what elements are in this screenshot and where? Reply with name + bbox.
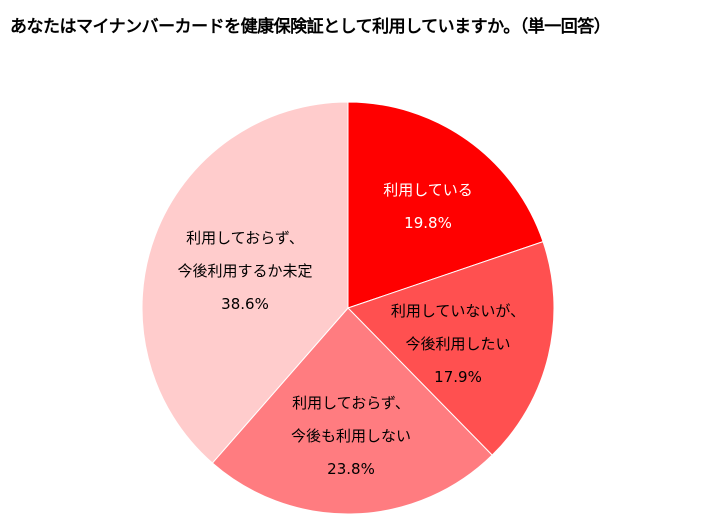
slice-value-label: 19.8% [404,214,452,232]
slice-value-label: 38.6% [221,295,269,313]
slice-label: 利用しておらず、 [186,229,304,247]
slice-value-label: 23.8% [327,460,375,478]
slice-value-label: 17.9% [434,368,482,386]
slice-label: 今後利用したい [405,335,510,353]
slice-label: 今後も利用しない [291,427,411,445]
pie-slice [211,307,493,515]
pie-slice [141,101,349,464]
chart-title: あなたはマイナンバーカードを健康保険証として利用していますか。（単一回答） [10,17,611,37]
pie-slice [347,241,555,456]
slice-label: 利用している [383,181,473,199]
pie-slice [347,101,544,309]
slice-label: 利用しておらず、 [292,394,410,412]
slice-label: 今後利用するか未定 [177,262,312,280]
slice-label: 利用していないが、 [391,302,525,320]
